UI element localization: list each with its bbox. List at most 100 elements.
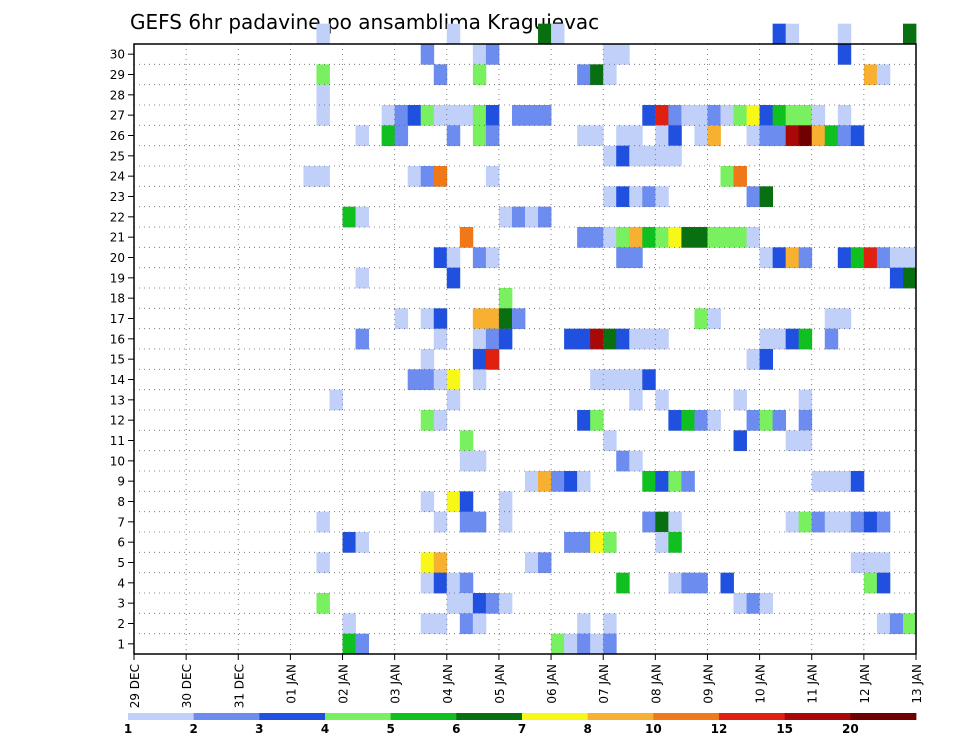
heatmap-cell xyxy=(420,105,435,126)
legend-label: 15 xyxy=(776,722,793,736)
heatmap-cell xyxy=(733,389,747,411)
heatmap-cell xyxy=(785,105,800,126)
heatmap-cell xyxy=(433,511,448,533)
heatmap-cell xyxy=(420,349,435,370)
y-tick-label: 9 xyxy=(117,475,125,489)
heatmap-cell xyxy=(837,105,852,126)
heatmap-cell xyxy=(498,511,513,533)
heatmap-cell xyxy=(616,227,630,248)
heatmap-cell xyxy=(876,613,891,635)
heatmap-cell xyxy=(498,308,513,330)
heatmap-cell xyxy=(889,267,904,289)
heatmap-cell xyxy=(668,511,682,533)
heatmap-cell xyxy=(655,105,669,126)
heatmap-cell xyxy=(538,23,552,45)
heatmap-cell xyxy=(876,64,891,86)
heatmap-cell xyxy=(837,308,852,330)
heatmap-cell xyxy=(472,105,487,126)
heatmap-cell xyxy=(616,369,630,391)
heatmap-cell xyxy=(316,84,330,106)
y-axis: 1234567891011121314151617181920212223242… xyxy=(110,48,134,651)
legend-color-swatch xyxy=(850,713,917,720)
heatmap-cell xyxy=(603,328,617,350)
heatmap-cell xyxy=(316,166,330,187)
heatmap-cell xyxy=(616,247,630,269)
heatmap-cell xyxy=(746,186,760,208)
heatmap-cell xyxy=(655,532,669,553)
heatmap-cell xyxy=(642,186,656,208)
heatmap-cell xyxy=(824,308,839,330)
heatmap-cell xyxy=(459,105,474,126)
heatmap-cell xyxy=(446,389,461,411)
heatmap-cell xyxy=(655,125,669,147)
heatmap-cell xyxy=(590,328,604,350)
heatmap-cell xyxy=(694,572,708,594)
heatmap-cell xyxy=(707,227,721,248)
heatmap-cell xyxy=(850,552,865,574)
legend-color-swatch xyxy=(456,713,523,720)
y-tick-label: 24 xyxy=(110,170,125,184)
heatmap-cell xyxy=(707,105,721,126)
x-tick-label: 29 DEC xyxy=(128,664,142,708)
heatmap-cell xyxy=(681,410,695,431)
heatmap-cell xyxy=(863,552,878,574)
heatmap-cell xyxy=(772,23,787,45)
heatmap-cell xyxy=(616,328,630,350)
heatmap-cell xyxy=(511,308,526,330)
x-tick-label: 30 DEC xyxy=(180,664,194,708)
heatmap-cell xyxy=(433,64,448,86)
heatmap-cell xyxy=(407,166,422,187)
heatmap-cell xyxy=(590,64,604,86)
heatmap-cell xyxy=(681,227,695,248)
heatmap-cell xyxy=(785,430,800,452)
heatmap-cell xyxy=(707,308,721,330)
heatmap-cell xyxy=(420,44,435,65)
heatmap-cell xyxy=(681,572,695,594)
y-tick-label: 13 xyxy=(110,393,125,407)
heatmap-cell xyxy=(772,247,787,269)
heatmap-cell xyxy=(590,227,604,248)
x-tick-label: 03 JAN xyxy=(389,664,403,704)
y-tick-label: 26 xyxy=(110,129,125,143)
heatmap-cell xyxy=(798,125,813,147)
heatmap-cell xyxy=(850,471,865,492)
heatmap-cell xyxy=(485,44,500,65)
heatmap-cell xyxy=(538,471,552,492)
heatmap-cell xyxy=(850,511,865,533)
heatmap-cell xyxy=(316,23,330,45)
heatmap-cell xyxy=(590,369,604,391)
heatmap-cell xyxy=(772,125,787,147)
heatmap-cell xyxy=(342,206,356,228)
heatmap-cell xyxy=(603,633,617,655)
x-tick-label: 12 JAN xyxy=(858,664,872,704)
heatmap-cell xyxy=(824,511,839,533)
legend-color-swatch xyxy=(390,713,457,720)
heatmap-cell xyxy=(902,247,917,269)
x-tick-label: 04 JAN xyxy=(441,664,455,704)
heatmap-cell xyxy=(590,410,604,431)
chart-title: GEFS 6hr padavine po ansamblima Kragujev… xyxy=(130,10,599,34)
heatmap-cell xyxy=(485,328,500,350)
heatmap-cell xyxy=(590,532,604,553)
heatmap-cell xyxy=(577,64,591,86)
heatmap-cell xyxy=(642,105,656,126)
heatmap-cell xyxy=(459,613,474,635)
heatmap-cell xyxy=(355,125,369,147)
heatmap-cell xyxy=(720,227,734,248)
heatmap-cell xyxy=(837,511,852,533)
heatmap-cell xyxy=(798,430,813,452)
heatmap-cell xyxy=(798,105,813,126)
heatmap-cell xyxy=(759,410,774,431)
heatmap-cell xyxy=(733,105,747,126)
heatmap-cell xyxy=(616,145,630,167)
heatmap-cell xyxy=(498,491,513,513)
heatmap-cell xyxy=(876,552,891,574)
heatmap-cell xyxy=(394,125,409,147)
heatmap-cell xyxy=(616,186,630,208)
heatmap-cell xyxy=(407,105,422,126)
heatmap-cell xyxy=(902,267,917,289)
heatmap-cell xyxy=(629,369,643,391)
heatmap-cell xyxy=(876,247,891,269)
heatmap-cell xyxy=(759,247,774,269)
heatmap-cell xyxy=(759,349,774,370)
